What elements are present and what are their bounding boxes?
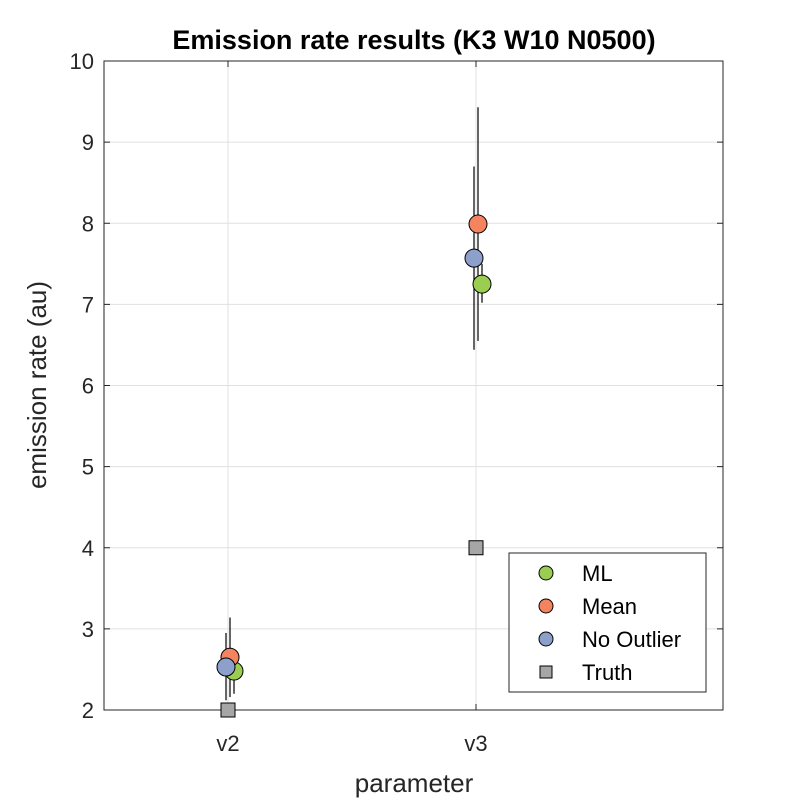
y-tick-label: 7 <box>82 292 94 317</box>
legend-label: Mean <box>582 594 637 619</box>
data-point-no-outlier <box>216 657 236 677</box>
y-tick-label: 2 <box>82 698 94 723</box>
legend-marker-ml <box>538 565 554 581</box>
y-tick-label: 10 <box>70 49 94 74</box>
y-tick-label: 6 <box>82 374 94 399</box>
y-tick-label: 8 <box>82 211 94 236</box>
legend-label: Truth <box>582 660 633 685</box>
legend-marker-truth <box>539 665 553 679</box>
legend: ML Mean No Outlier Truth <box>508 552 707 693</box>
legend-label: ML <box>582 561 613 586</box>
x-tick-label: v3 <box>464 731 487 756</box>
legend-marker-mean <box>538 598 554 614</box>
data-point-no-outlier <box>464 248 484 268</box>
chart-title: Emission rate results (K3 W10 N0500) <box>172 25 655 55</box>
data-point-truth <box>468 540 484 556</box>
y-tick-label: 3 <box>82 617 94 642</box>
data-point-ml <box>472 274 492 294</box>
legend-label: No Outlier <box>582 627 681 652</box>
x-axis-title: parameter <box>355 768 474 798</box>
x-tick-label: v2 <box>216 731 239 756</box>
y-axis-title: emission rate (au) <box>22 281 52 489</box>
y-tick-label: 9 <box>82 130 94 155</box>
legend-marker-no-outlier <box>538 631 554 647</box>
y-tick-label: 4 <box>82 536 94 561</box>
data-point-mean <box>468 214 488 234</box>
plot-area: 2 3 4 5 6 7 8 9 10 v2 v3 <box>70 49 724 756</box>
y-tick-label: 5 <box>82 455 94 480</box>
data-point-truth <box>220 702 236 718</box>
